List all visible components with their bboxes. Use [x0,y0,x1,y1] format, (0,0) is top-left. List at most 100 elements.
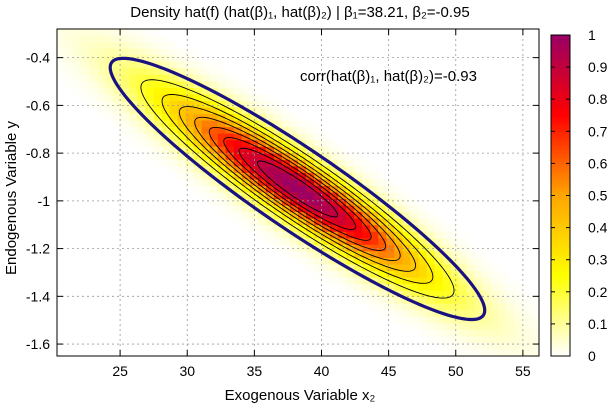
heatmap-cell [522,323,532,331]
heatmap-cell [225,74,235,82]
heatmap-cell [378,270,387,279]
heatmap-cell [137,42,146,50]
heatmap-cell [506,342,516,351]
heatmap-cell [338,172,347,181]
y-tick-label: -0.8 [26,145,50,161]
heatmap-cell [153,159,163,167]
heatmap-cell [177,48,187,56]
heatmap-cell [442,323,452,331]
heatmap-cell [410,284,420,292]
heatmap-cell [241,94,251,102]
heatmap-cell [378,257,387,266]
heatmap-cell [265,172,275,181]
heatmap-cell [354,159,363,167]
heatmap-cell [145,140,154,148]
heatmap-cell [193,146,203,154]
heatmap-cell [410,277,420,285]
heatmap-cell [177,120,187,128]
heatmap-cell [362,225,371,233]
heatmap-cell [73,87,82,95]
heatmap-cell [281,185,291,194]
heatmap-cell [506,323,516,331]
heatmap-cell [394,225,404,233]
heatmap-cell [169,127,179,135]
colorbar-tick-label: 0.3 [588,252,608,268]
heatmap-cell [217,172,227,181]
heatmap-cell [129,133,138,141]
heatmap-cell [257,127,267,135]
heatmap-cell [233,87,243,95]
heatmap-cell [281,238,291,246]
heatmap-cell [265,127,275,135]
heatmap-cell [145,87,154,95]
heatmap-cell [169,81,179,89]
heatmap-cell [362,179,371,187]
heatmap-cell [225,192,235,200]
heatmap-cell [129,68,138,76]
heatmap-cell [241,166,251,174]
heatmap-cell [257,225,267,233]
heatmap-cell [354,166,363,174]
heatmap-cell [378,297,387,305]
heatmap-cell [113,100,122,109]
heatmap-cell [410,270,420,279]
heatmap-cell [386,179,395,187]
heatmap-cell [225,159,235,167]
heatmap-cell [434,270,444,279]
heatmap-cell [418,297,428,305]
heatmap-cell [402,310,412,318]
heatmap-cell [338,270,347,279]
heatmap-cell [137,68,146,76]
heatmap-cell [506,290,516,298]
heatmap-cell [105,114,114,122]
heatmap-cell [434,264,444,272]
heatmap-cell [113,68,122,76]
heatmap-cell [498,277,508,285]
heatmap-cell [410,290,420,298]
heatmap-cell [338,218,347,226]
heatmap-cell [97,107,106,115]
heatmap-cell [450,225,460,233]
heatmap-cell [241,172,251,181]
heatmap-cell [105,74,114,82]
heatmap-cell [402,257,412,266]
heatmap-cell [161,48,171,56]
heatmap-cell [442,225,452,233]
heatmap-cell [257,166,267,174]
heatmap-cell [362,159,371,167]
heatmap-cell [225,146,235,154]
heatmap-cell [506,297,516,305]
heatmap-cell [498,297,508,305]
heatmap-cell [386,257,395,266]
heatmap-cell [201,140,211,148]
heatmap-cell [386,244,395,252]
heatmap-cell [145,29,154,37]
heatmap-cell [185,81,195,89]
heatmap-cell [73,35,82,43]
heatmap-cell [161,159,171,167]
heatmap-cell [530,323,539,331]
heatmap-cell [466,270,476,279]
heatmap-cell [298,120,307,128]
heatmap-cell [177,94,187,102]
heatmap-cell [330,185,339,194]
heatmap-cell [314,257,323,266]
heatmap-cell [169,120,179,128]
heatmap-cell [498,303,508,311]
heatmap-cell [265,205,275,213]
heatmap-cell [482,336,492,344]
heatmap-cell [281,244,291,252]
heatmap-cell [153,140,163,148]
heatmap-cell [378,238,387,246]
heatmap-cell [57,48,66,56]
heatmap-cell [482,290,492,298]
heatmap-cell [330,179,339,187]
heatmap-cell [490,349,500,356]
heatmap-cell [530,349,539,356]
chart-title: Density hat(f) (hat(β)₁, hat(β)₂) | β₁=3… [130,4,469,21]
heatmap-cell [442,264,452,272]
heatmap-cell [386,231,395,239]
heatmap-cell [273,114,283,122]
heatmap-cell [426,310,436,318]
